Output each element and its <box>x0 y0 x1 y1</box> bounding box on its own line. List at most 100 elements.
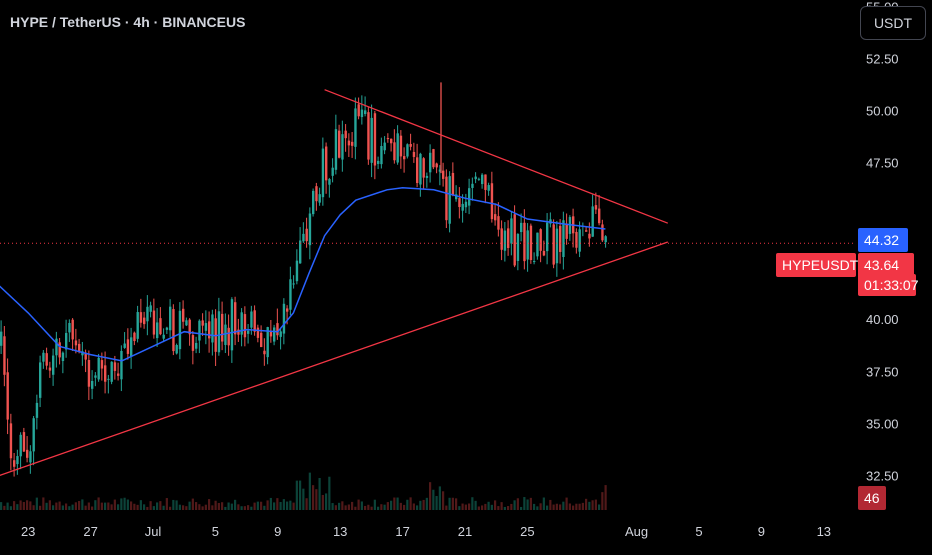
volume-bar <box>247 505 250 510</box>
volume-bar <box>299 480 302 510</box>
volume-bar <box>117 504 120 510</box>
volume-bar <box>520 506 523 510</box>
candle-body <box>256 327 260 338</box>
candle-body <box>539 229 542 251</box>
x-tick-label: Aug <box>625 524 648 539</box>
volume-bar <box>588 501 591 510</box>
volume-bar <box>338 502 341 510</box>
volume-bar <box>325 493 328 510</box>
volume-bar <box>555 503 558 510</box>
volume-bar <box>390 500 393 510</box>
currency-button[interactable]: USDT <box>860 6 926 40</box>
candle-body <box>269 330 273 337</box>
candle-body <box>146 306 149 322</box>
volume-bar <box>331 503 334 510</box>
candle-body <box>416 157 419 183</box>
volume-bar <box>6 502 9 510</box>
volume-bar <box>175 500 178 510</box>
x-tick-label: 13 <box>817 524 831 539</box>
candle-body <box>58 342 61 358</box>
y-tick-label: 40.00 <box>866 312 899 327</box>
candle-body <box>474 176 477 180</box>
volume-bar <box>243 506 246 510</box>
volume-bar <box>416 505 419 510</box>
volume-bar <box>256 501 259 510</box>
candle-body <box>347 140 351 146</box>
candle-body <box>464 201 468 208</box>
volume-bar <box>74 502 77 510</box>
volume-bar <box>94 500 97 510</box>
candle-body <box>224 324 227 345</box>
x-tick-label: 9 <box>274 524 281 539</box>
candle-body <box>110 361 113 382</box>
candle-body <box>227 327 230 346</box>
candle-body <box>16 456 19 465</box>
candle-body <box>325 146 328 181</box>
candle-body <box>126 339 130 354</box>
candle-body <box>542 250 546 256</box>
x-tick-label: 9 <box>758 524 765 539</box>
volume-bar <box>438 486 441 510</box>
volume-bar <box>195 502 198 510</box>
volume-bar <box>412 503 415 510</box>
candle-body <box>292 283 295 285</box>
candle-body <box>133 332 136 342</box>
candle-body <box>468 188 471 206</box>
volume-bar <box>120 498 123 510</box>
candle-body <box>55 338 58 356</box>
y-tick-label: 47.50 <box>866 156 899 171</box>
volume-bar <box>81 499 84 510</box>
volume-bar <box>490 504 493 510</box>
candle-body <box>305 228 308 242</box>
candle-body <box>295 260 299 282</box>
candle-body <box>276 323 279 336</box>
volume-bar <box>182 505 185 510</box>
volume-bar <box>149 501 152 510</box>
volume-bar <box>269 497 272 510</box>
volume-bar <box>308 472 311 510</box>
x-tick-label: 25 <box>520 524 534 539</box>
candle-body <box>390 138 393 144</box>
volume-bar <box>344 505 347 510</box>
candle-body <box>156 322 159 339</box>
volume-bar <box>126 499 129 510</box>
candle-body <box>383 142 386 151</box>
volume-bar <box>104 502 107 510</box>
volume-bar <box>55 502 58 510</box>
volume-bar <box>380 504 383 510</box>
volume-bar <box>318 477 321 510</box>
candle-body <box>22 432 26 452</box>
volume-bar <box>477 506 480 510</box>
volume-bar <box>16 504 19 510</box>
candle-body <box>435 163 438 168</box>
volume-bar <box>276 498 279 510</box>
candle-body <box>221 313 224 342</box>
volume-bar <box>172 499 175 510</box>
volume-bar <box>295 480 298 510</box>
candle-body <box>344 130 347 139</box>
candle-body <box>412 151 416 157</box>
candle-body <box>601 224 604 241</box>
candle-body <box>191 335 195 351</box>
x-tick-label: 5 <box>212 524 219 539</box>
candle-body <box>341 134 344 160</box>
candle-body <box>393 142 396 161</box>
volume-bar <box>458 506 461 510</box>
candle-body <box>406 144 409 157</box>
volume-bar <box>451 497 454 510</box>
candle-body <box>419 153 422 185</box>
volume-bar <box>279 502 282 510</box>
x-tick-label: 23 <box>21 524 35 539</box>
volume-bar <box>273 502 276 510</box>
candle-body <box>354 108 357 147</box>
volume-bar <box>568 503 571 510</box>
candle-body <box>331 167 334 176</box>
symbol-title[interactable]: HYPE / TetherUS · 4h · BINANCEUS <box>10 14 246 30</box>
volume-bar <box>133 503 136 510</box>
volume-bar <box>432 489 435 510</box>
candle-body <box>520 222 523 233</box>
candle-body <box>217 311 221 353</box>
volume-bar <box>351 501 354 510</box>
